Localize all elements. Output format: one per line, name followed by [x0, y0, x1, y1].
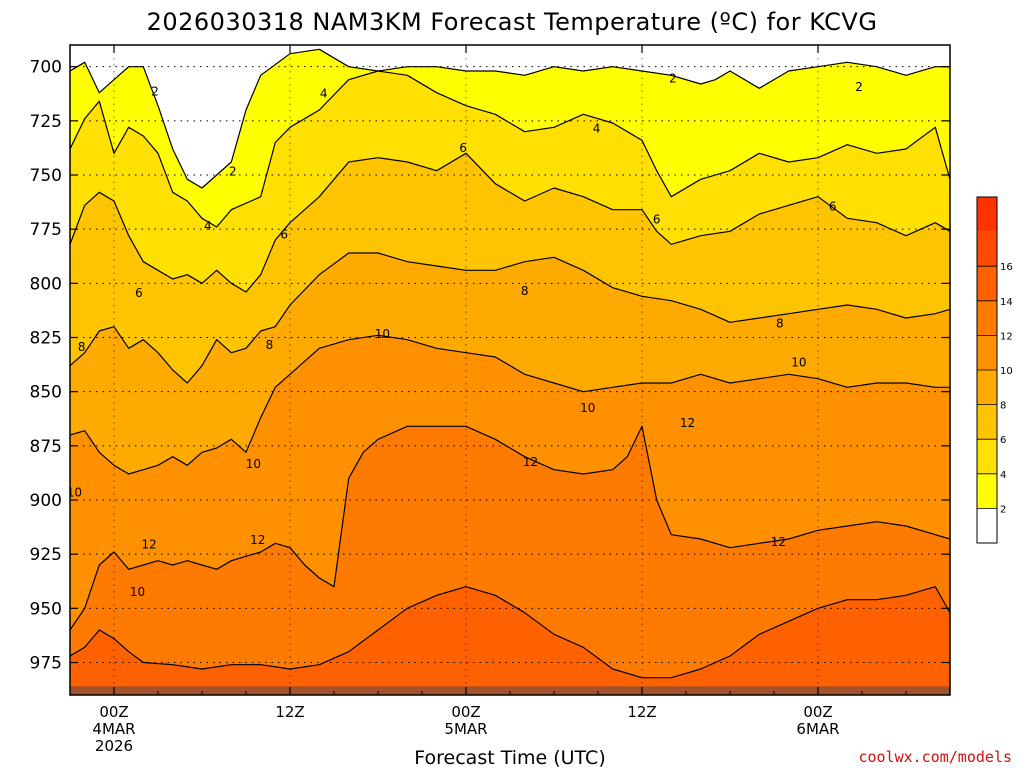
- contour-label: 4: [320, 87, 328, 101]
- ground-layer: [70, 686, 950, 695]
- contour-label: 6: [459, 141, 467, 155]
- colorbar-label: 4: [1000, 470, 1006, 481]
- contour-label: 6: [653, 212, 661, 226]
- isotherm-8: [70, 252, 950, 384]
- contour-label: 8: [521, 284, 529, 298]
- contour-label: 12: [771, 535, 786, 549]
- x-tick-label: 12Z: [275, 703, 304, 721]
- colorbar-label: 14: [1000, 297, 1013, 308]
- contour-label: 10: [246, 457, 261, 471]
- colorbar: 2 4 6 8 10 12 14 16: [976, 196, 1013, 544]
- x-axis-label: Forecast Time (UTC): [414, 747, 605, 768]
- colorbar-swatch: [977, 508, 997, 543]
- contour-labels: 2 2 2 2 4 4 4 6 6 6 6 6 8 8 8 8 10 10 10 10 10 10 12 12 12 12 12: [67, 72, 863, 600]
- colorbar-label: 8: [1000, 401, 1006, 412]
- x-tick-label: 6MAR: [796, 720, 839, 738]
- contour-label: 6: [280, 228, 288, 242]
- contour-label: 8: [776, 316, 784, 330]
- contour-label: 12: [142, 537, 157, 551]
- contour-label: 10: [375, 327, 390, 341]
- y-tick-label: 800: [30, 274, 62, 294]
- colorbar-label: 10: [1000, 366, 1013, 377]
- y-tick-label: 850: [30, 383, 62, 403]
- x-tick-label: 12Z: [627, 703, 656, 721]
- colorbar-swatch: [977, 266, 997, 301]
- contour-label: 10: [67, 485, 82, 499]
- fill-band-12: [70, 426, 950, 695]
- y-tick-label: 975: [30, 654, 62, 674]
- isotherm-4: [70, 70, 950, 228]
- isotherm-lines: [70, 48, 950, 679]
- temperature-fills: [70, 45, 950, 695]
- contour-label: 8: [78, 340, 86, 354]
- colorbar-label: 2: [1000, 504, 1006, 515]
- colorbar-swatch: [977, 335, 997, 370]
- ground-band: [70, 686, 950, 695]
- credit-text: coolwx.com/models: [858, 748, 1012, 766]
- contour-label: 2: [855, 80, 863, 94]
- isotherm-10: [70, 334, 950, 475]
- contour-label: 6: [829, 199, 837, 213]
- x-tick-label: 2026: [95, 737, 133, 755]
- contour-label: 12: [680, 416, 695, 430]
- y-axis: 700 725 750 775 800 825 850 875 900 925 950 975: [30, 58, 950, 674]
- x-tick-label: 00Z: [451, 703, 480, 721]
- contour-label: 10: [791, 355, 806, 369]
- contour-label: 2: [151, 85, 159, 99]
- y-tick-label: 900: [30, 491, 62, 511]
- colorbar-swatch: [977, 473, 997, 509]
- colorbar-swatch: [977, 231, 997, 267]
- contour-label: 4: [204, 219, 212, 233]
- fill-band-14: [70, 586, 950, 695]
- contour-label: 12: [250, 533, 265, 547]
- y-tick-label: 950: [30, 599, 62, 619]
- colorbar-label: 6: [1000, 435, 1006, 446]
- contour-label: 10: [580, 401, 595, 415]
- y-tick-label: 700: [30, 58, 62, 78]
- contour-label: 12: [523, 455, 538, 469]
- chart-title: 2026030318 NAM3KM Forecast Temperature (…: [147, 8, 878, 36]
- contour-label: 2: [669, 72, 677, 86]
- y-tick-label: 875: [30, 437, 62, 457]
- contour-label: 2: [229, 165, 237, 179]
- y-tick-label: 925: [30, 545, 62, 565]
- contour-label: 8: [266, 338, 274, 352]
- x-tick-label: 5MAR: [444, 720, 487, 738]
- colorbar-label: 12: [1000, 331, 1013, 342]
- y-tick-label: 725: [30, 112, 62, 132]
- isotherm-14: [70, 586, 950, 679]
- contour-label: 6: [135, 286, 143, 300]
- colorbar-swatch: [977, 370, 997, 405]
- x-tick-label: 00Z: [803, 703, 832, 721]
- isotherm-2: [70, 48, 950, 189]
- colorbar-swatch: [977, 197, 997, 232]
- contour-label: 10: [130, 585, 145, 599]
- y-tick-label: 775: [30, 220, 62, 240]
- isotherm-12: [70, 425, 950, 631]
- colorbar-label: 16: [1000, 262, 1013, 273]
- colorbar-swatch: [977, 439, 997, 474]
- x-tick-label: 00Z: [99, 703, 128, 721]
- isotherm-6: [70, 152, 950, 293]
- y-tick-label: 825: [30, 329, 62, 349]
- grid-lines: [70, 45, 950, 695]
- y-tick-label: 750: [30, 166, 62, 186]
- contour-label: 4: [593, 121, 601, 135]
- x-tick-label: 4MAR: [92, 720, 135, 738]
- colorbar-swatch: [977, 404, 997, 440]
- colorbar-swatch: [977, 300, 997, 336]
